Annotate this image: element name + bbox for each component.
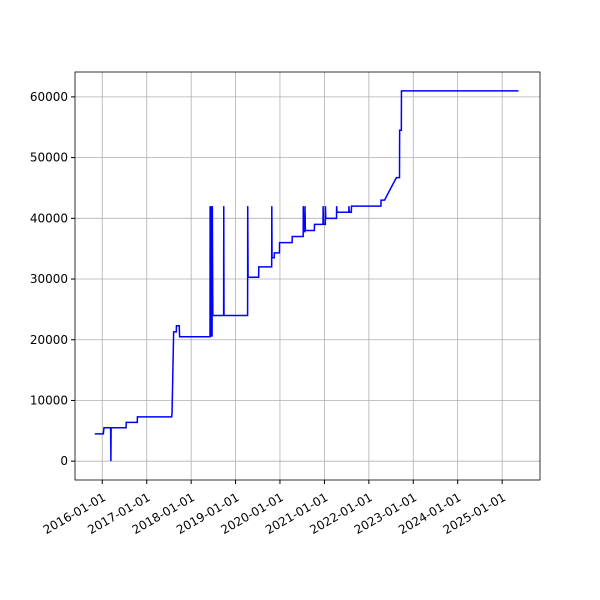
y-tick-label: 60000 [30,90,68,104]
y-tick-label: 0 [60,454,68,468]
y-tick-label: 40000 [30,211,68,225]
y-tick-label: 10000 [30,393,68,407]
y-tick-label: 30000 [30,272,68,286]
plot-frame [74,71,541,481]
y-tick-label: 20000 [30,333,68,347]
y-tick-label: 50000 [30,151,68,165]
data-line [94,90,519,462]
